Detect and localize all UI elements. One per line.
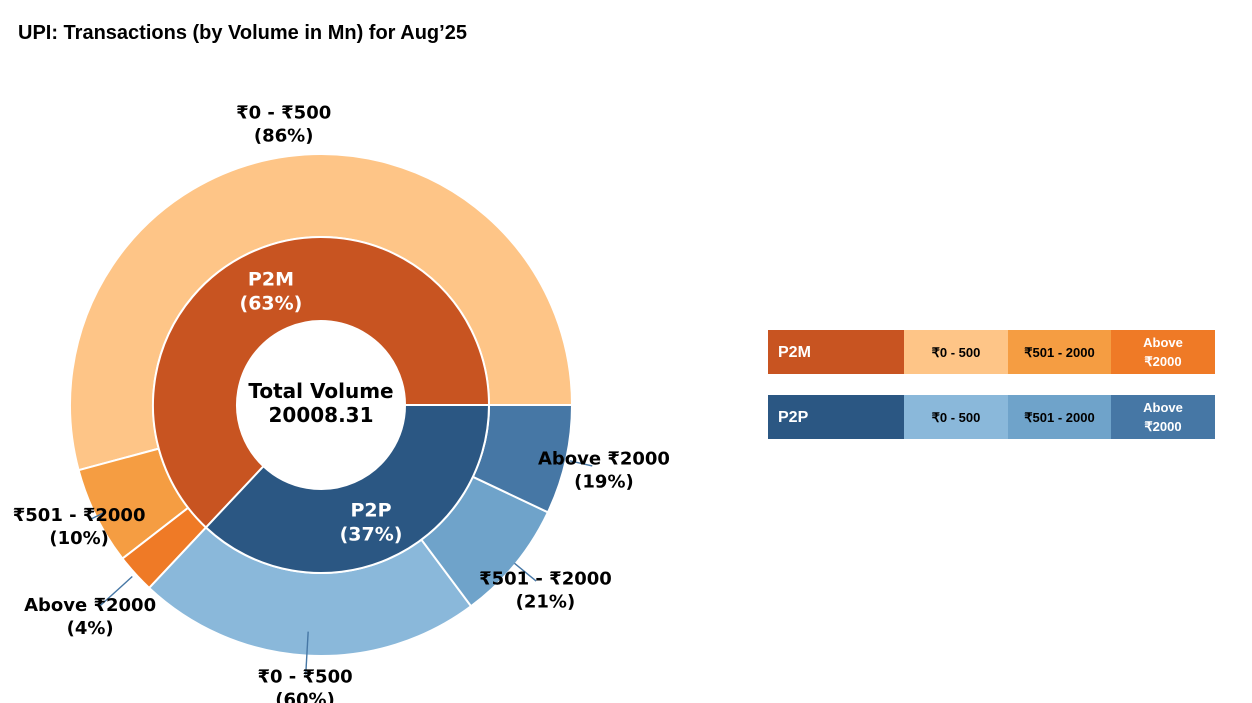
inner-slice-p2m (152, 236, 491, 529)
leader-line-p2m-above-2000 (98, 575, 133, 608)
legend-p2p-above-2000: Above ₹2000 (1111, 395, 1215, 439)
inner-label-p2p: P2P (351, 500, 392, 522)
outer-pct-p2m-501-2000: (10%) (49, 528, 109, 549)
outer-label-p2p-501-2000: ₹501 - ₹2000 (479, 569, 612, 590)
nested-donut-chart: ₹0 - ₹500(86%)₹501 - ₹2000(10%)Above ₹20… (13, 102, 670, 703)
leader-line-p2m-0-500 (284, 134, 287, 140)
outer-label-p2p-0-500: ₹0 - ₹500 (257, 667, 352, 688)
outer-pct-p2p-501-2000: (21%) (516, 592, 576, 613)
outer-label-p2p-above-2000: Above ₹2000 (538, 449, 670, 470)
legend-p2p-head: P2P (768, 395, 904, 439)
legend-p2m-501-2000: ₹501 - 2000 (1008, 330, 1111, 374)
inner-labels: P2M(63%) P2P(37%) (240, 268, 403, 545)
leader-lines (89, 134, 593, 675)
outer-pct-p2m-above-2000: (4%) (67, 618, 114, 639)
inner-pct-p2m: (63%) (240, 292, 303, 314)
legend-p2p-0-500: ₹0 - 500 (904, 395, 1008, 439)
leader-line-p2m-501-2000 (89, 511, 107, 521)
outer-label-p2m-501-2000: ₹501 - ₹2000 (13, 505, 146, 526)
center-label-line1: Total Volume (248, 379, 393, 403)
leader-line-p2p-0-500 (305, 631, 309, 675)
legend-p2m-0-500: ₹0 - 500 (904, 330, 1008, 374)
legend-p2p: P2P ₹0 - 500 ₹501 - 2000 Above ₹2000 (768, 395, 1215, 439)
inner-pct-p2p: (37%) (340, 524, 403, 546)
legend-p2m-head: P2M (768, 330, 904, 374)
outer-pct-p2m-0-500: (86%) (254, 125, 314, 146)
chart-title: UPI: Transactions (by Volume in Mn) for … (18, 22, 467, 44)
legend-p2m-above-2000: Above ₹2000 (1111, 330, 1215, 374)
inner-ring (152, 236, 491, 574)
inner-slice-p2p (204, 404, 491, 574)
outer-label-p2m-0-500: ₹0 - ₹500 (236, 102, 331, 123)
leader-line-p2p-501-2000 (514, 562, 537, 582)
outer-label-p2m-above-2000: Above ₹2000 (24, 595, 156, 616)
outer-pct-p2p-0-500: (60%) (275, 690, 335, 703)
legend-p2m: P2M ₹0 - 500 ₹501 - 2000 Above ₹2000 (768, 330, 1215, 374)
inner-label-p2m: P2M (248, 268, 294, 290)
center-total-value: 20008.31 (268, 403, 373, 427)
legend-p2p-501-2000: ₹501 - 2000 (1008, 395, 1111, 439)
leader-line-p2p-above-2000 (569, 460, 593, 467)
outer-labels: ₹0 - ₹500(86%)₹501 - ₹2000(10%)Above ₹20… (13, 102, 670, 703)
outer-pct-p2p-above-2000: (19%) (574, 472, 634, 493)
